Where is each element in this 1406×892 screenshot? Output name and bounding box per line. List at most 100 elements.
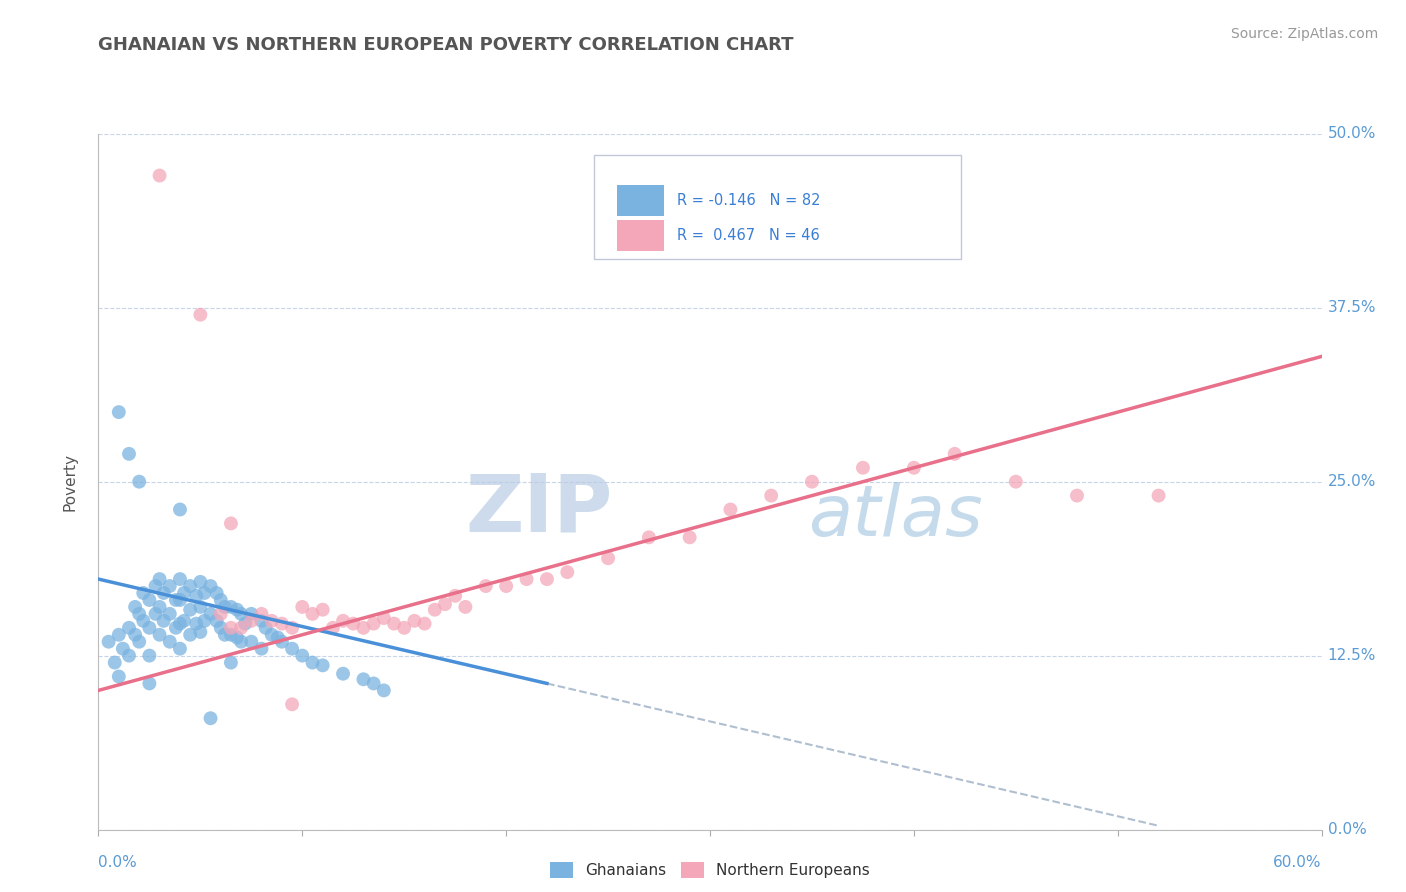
Point [193,614,215,628]
Point [434,597,457,611]
Point [209,593,232,607]
Point [373,611,395,625]
Text: 60.0%: 60.0% [1274,855,1322,870]
Point [474,579,498,593]
Point [108,405,131,419]
Point [260,614,283,628]
Text: 37.5%: 37.5% [1327,301,1376,315]
Point [128,475,150,489]
Point [250,607,273,621]
Point [342,616,364,631]
Point [240,607,263,621]
Point [165,593,187,607]
Point [312,658,335,673]
Point [332,614,354,628]
Point [165,621,187,635]
Point [179,628,201,642]
Point [205,614,228,628]
Point [132,614,155,628]
Point [231,621,253,635]
Point [128,634,150,648]
Text: 25.0%: 25.0% [1327,475,1376,489]
Point [250,641,273,656]
Point [240,614,263,628]
Point [423,603,446,617]
FancyBboxPatch shape [593,154,960,259]
Point [219,628,242,642]
Point [679,530,702,544]
Point [152,614,174,628]
Point [214,628,236,642]
Point [200,579,222,593]
Point [200,711,222,725]
Point [392,621,416,635]
Point [173,586,195,600]
Point [108,628,131,642]
Point [149,169,172,183]
Point [801,475,824,489]
Point [128,607,150,621]
Point [209,607,232,621]
Point [200,607,222,621]
Point [903,460,925,475]
Point [231,607,253,621]
Point [149,599,172,614]
Point [1147,489,1170,503]
Point [555,565,579,579]
Point [169,502,191,516]
Point [214,599,236,614]
Point [852,460,875,475]
Point [444,589,467,603]
Point [169,593,191,607]
Point [145,579,167,593]
Point [291,648,314,663]
Point [188,599,212,614]
Text: GHANAIAN VS NORTHERN EUROPEAN POVERTY CORRELATION CHART: GHANAIAN VS NORTHERN EUROPEAN POVERTY CO… [98,36,794,54]
Point [124,599,146,614]
Point [188,308,212,322]
Point [124,628,146,642]
Point [454,599,477,614]
Point [1004,475,1026,489]
Point [332,666,354,681]
Point [352,673,374,687]
Point [301,656,323,670]
Point [281,698,304,712]
Point [149,572,172,586]
Point [209,621,232,635]
Point [138,621,160,635]
Point [267,631,290,645]
Point [111,641,134,656]
Point [205,586,228,600]
Point [495,579,517,593]
Point [943,447,966,461]
Point [186,589,208,603]
Text: 0.0%: 0.0% [1327,822,1367,837]
Point [159,579,181,593]
Point [404,614,426,628]
Text: 50.0%: 50.0% [1327,127,1376,141]
Point [173,614,195,628]
Point [219,656,242,670]
Point [179,579,201,593]
Point [118,447,141,461]
Point [108,669,131,683]
FancyBboxPatch shape [617,185,664,216]
Point [250,614,273,628]
Point [254,621,277,635]
Point [159,607,181,621]
Point [179,603,201,617]
Point [233,616,256,631]
Point [138,648,160,663]
Point [718,502,742,516]
Point [138,676,160,690]
Point [1066,489,1088,503]
Point [598,551,620,566]
Point [149,628,172,642]
Point [322,621,344,635]
Point [352,621,374,635]
Point [226,631,249,645]
Point [145,607,167,621]
Y-axis label: Poverty: Poverty [63,452,77,511]
Text: 0.0%: 0.0% [98,855,138,870]
